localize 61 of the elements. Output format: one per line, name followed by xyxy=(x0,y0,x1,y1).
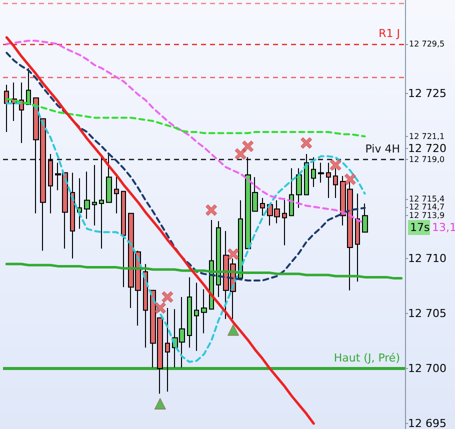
point xyxy=(227,248,239,260)
candlestick xyxy=(106,154,112,203)
candlestick xyxy=(19,82,24,144)
candlestick xyxy=(216,220,221,298)
ref-line-label: Piv 4H xyxy=(365,142,400,156)
text: 17s xyxy=(410,221,430,234)
candlestick xyxy=(296,168,302,208)
y-tick-label: 12 729,5 xyxy=(409,40,445,48)
candlestick xyxy=(194,282,199,352)
y-tick-label: 12 714,7 xyxy=(409,202,445,212)
candlestick xyxy=(143,264,148,348)
ref-line-label: Haut (J, Pré) xyxy=(334,352,400,364)
ref-line-label: R1 J xyxy=(378,27,400,40)
point xyxy=(242,140,254,152)
candlestick xyxy=(26,68,31,105)
y-tick-label: 12 705 xyxy=(408,307,446,320)
y-tick-label: 12 713,9 xyxy=(409,211,445,220)
candlestick xyxy=(355,193,360,282)
candlestick xyxy=(282,198,287,246)
y-tick-label: 12 721,1 xyxy=(409,132,445,141)
line-series xyxy=(5,262,403,280)
candlestick xyxy=(289,168,294,216)
point xyxy=(300,137,312,149)
y-tick-label: 12 715,4 xyxy=(409,194,445,204)
y-tick-label: 12 710 xyxy=(408,252,446,265)
line-series xyxy=(6,98,366,138)
line-series xyxy=(6,102,366,363)
candlestick xyxy=(92,164,97,226)
y-tick-label: 12 695 xyxy=(408,417,446,429)
candlestick xyxy=(77,178,82,230)
point xyxy=(154,302,166,314)
y-tick-label: 12 720 xyxy=(408,142,446,155)
candlestick xyxy=(48,154,53,214)
line-series xyxy=(6,52,366,282)
candlestick xyxy=(165,308,170,392)
candlestick xyxy=(201,288,207,334)
candlestick xyxy=(304,154,309,196)
candlestick xyxy=(114,176,119,214)
point xyxy=(234,148,246,160)
candlestick xyxy=(326,162,331,198)
point xyxy=(154,398,166,410)
point xyxy=(162,291,174,303)
candlestick xyxy=(121,190,126,288)
candlestick xyxy=(333,168,338,198)
candlestick xyxy=(70,172,75,259)
y-tick-label: 12 719,0 xyxy=(409,155,445,164)
candlestick xyxy=(238,200,243,279)
candlestick xyxy=(260,198,265,216)
candlestick xyxy=(362,203,368,233)
candlestick xyxy=(318,162,324,184)
candlestick xyxy=(84,171,90,220)
candlestick xyxy=(187,276,192,348)
point xyxy=(206,204,218,216)
candlestick xyxy=(311,156,316,188)
point xyxy=(344,174,356,186)
candlestick xyxy=(4,84,9,132)
y-tick-label: 12 700 xyxy=(408,362,446,375)
point xyxy=(227,324,239,336)
y-tick-label: 12 725 xyxy=(408,87,446,100)
candlestick xyxy=(99,156,104,250)
point xyxy=(330,159,342,171)
